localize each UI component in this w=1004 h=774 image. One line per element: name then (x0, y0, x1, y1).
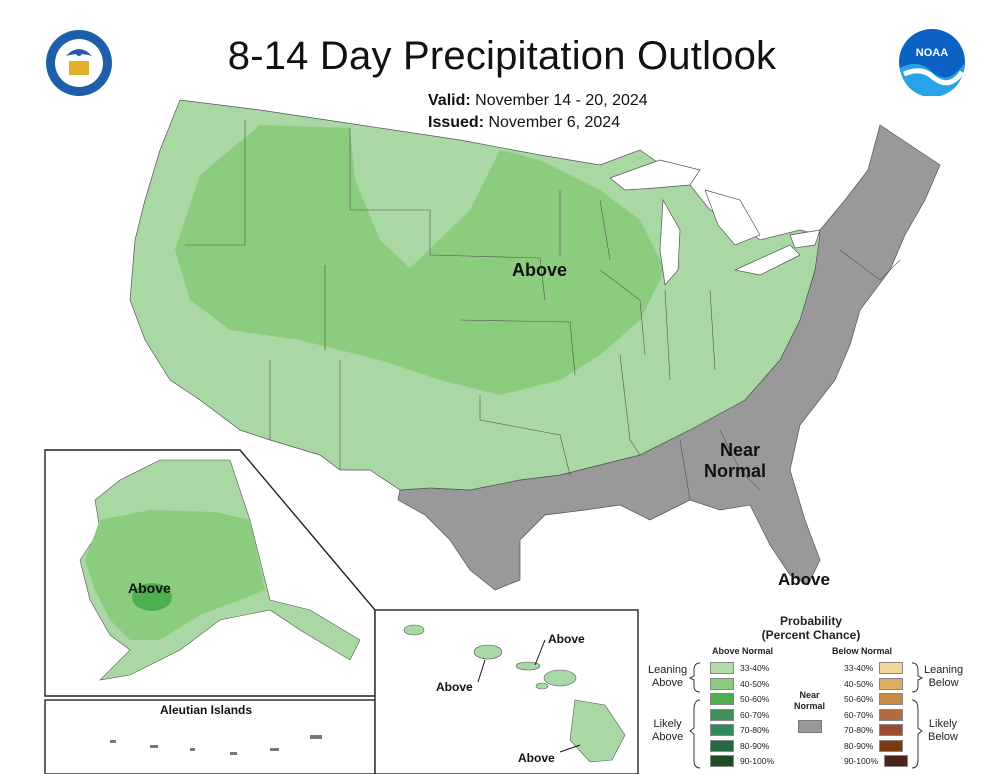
legend-title: Probability (Percent Chance) (716, 614, 906, 642)
leaning-above-1: Leaning (648, 664, 688, 676)
near-normal-label: Near Normal (704, 440, 766, 482)
near-normal-line1: Near (719, 440, 761, 460)
above-legend-label: 60-70% (740, 709, 770, 720)
above-legend-row: 90-100% (710, 755, 774, 767)
below-legend-row: 80-90% (844, 739, 904, 752)
legend-title-line1: Probability (779, 614, 842, 628)
below-legend-label: 70-80% (844, 725, 874, 735)
issued-date: Issued: November 6, 2024 (428, 114, 620, 132)
below-legend-label: 33-40% (844, 663, 874, 673)
above-legend-row: 80-90% (710, 739, 770, 752)
aleutian-title: Aleutian Islands (160, 703, 253, 717)
below-legend-row: 60-70% (844, 708, 904, 721)
above-legend-label: 80-90% (740, 740, 770, 751)
below-legend-swatch (879, 693, 904, 705)
legend-leaning-above: Leaning Above (648, 664, 687, 690)
below-legend-label: 40-50% (844, 678, 874, 689)
legend-near-head-1: Near (799, 690, 820, 700)
below-legend-swatch (879, 662, 904, 674)
hawaii-above-label-2: Above (436, 680, 473, 694)
aleutian-inset (44, 699, 376, 774)
noaa-logo-icon: NOAA (899, 29, 965, 96)
likely-above-2: Above (652, 731, 684, 743)
above-legend-swatch (710, 724, 734, 736)
hawaii-above-label-3: Above (518, 751, 555, 765)
above-legend-swatch (710, 739, 734, 752)
near-normal-line2: Normal (704, 461, 767, 481)
above-legend-row: 60-70% (710, 708, 770, 721)
above-legend-row: 50-60% (710, 693, 769, 705)
legend-below-head: Below Normal (832, 646, 893, 656)
below-legend-row: 90-100% (844, 755, 909, 767)
issued-label: Issued: (428, 114, 485, 131)
above-legend-swatch (710, 677, 734, 690)
below-legend-label: 90-100% (844, 756, 879, 766)
below-legend-swatch (879, 739, 904, 752)
florida-above-label: Above (778, 570, 830, 589)
conus-above-label: Above (512, 260, 568, 280)
alaska-above-label: Above (128, 580, 171, 596)
commerce-seal-icon (46, 30, 112, 96)
likely-below-2: Below (928, 731, 958, 743)
map-title: 8-14 Day Precipitation Outlook (227, 34, 777, 78)
hawaii-inset (374, 609, 639, 774)
alaska-inset (44, 449, 376, 697)
below-legend-label: 80-90% (844, 740, 874, 751)
legend-leaning-below: Leaning Below (924, 664, 963, 690)
below-legend-row: 33-40% (844, 662, 904, 674)
above-legend-label: 50-60% (740, 694, 770, 704)
below-legend-swatch (879, 708, 904, 721)
valid-label: Valid: (428, 92, 471, 109)
legend-title-line2: (Percent Chance) (761, 628, 861, 642)
above-legend-swatch (710, 755, 734, 767)
leaning-below-1: Leaning (924, 664, 964, 676)
above-legend-swatch (710, 693, 734, 705)
noaa-logo-text: NOAA (916, 47, 948, 59)
state-boundaries (185, 120, 901, 501)
below-legend-label: 50-60% (844, 694, 874, 704)
likely-above-1: Likely (653, 718, 682, 730)
above-legend-label: 70-80% (740, 725, 770, 735)
above-legend-row: 33-40% (710, 662, 769, 674)
alaska-above-40-50 (85, 510, 265, 640)
above-legend-label: 90-100% (740, 756, 775, 766)
likely-below-1: Likely (928, 718, 958, 730)
legend-near-head: Near Normal (794, 690, 825, 712)
below-legend-swatch (884, 755, 909, 767)
valid-value: November 14 - 20, 2024 (475, 92, 648, 109)
above-legend-swatch (710, 708, 734, 721)
above-legend-label: 33-40% (740, 663, 770, 673)
below-legend-row: 50-60% (844, 693, 904, 705)
issued-value: November 6, 2024 (488, 114, 621, 131)
above-legend-label: 40-50% (740, 678, 770, 689)
valid-dates: Valid: November 14 - 20, 2024 (428, 92, 648, 110)
legend-likely-above: Likely Above (652, 718, 683, 744)
legend-near-head-2: Normal (794, 701, 826, 711)
below-legend-row: 40-50% (844, 677, 904, 690)
hawaii-above-label-1: Above (548, 632, 585, 646)
above-legend-row: 40-50% (710, 677, 770, 690)
legend-likely-below: Likely Below (928, 718, 958, 744)
legend-near-normal-swatch (798, 720, 822, 733)
above-legend-swatch (710, 662, 734, 674)
alaska-above-50-60 (132, 583, 172, 611)
leaning-above-2: Above (651, 677, 684, 689)
leaning-below-2: Below (928, 677, 959, 689)
below-legend-swatch (879, 724, 904, 736)
below-legend-label: 60-70% (844, 709, 874, 720)
above-legend-row: 70-80% (710, 724, 769, 736)
below-legend-row: 70-80% (844, 724, 904, 736)
legend-above-head: Above Normal (712, 646, 774, 656)
below-legend-swatch (879, 677, 904, 690)
above-40-50-region (175, 125, 665, 395)
